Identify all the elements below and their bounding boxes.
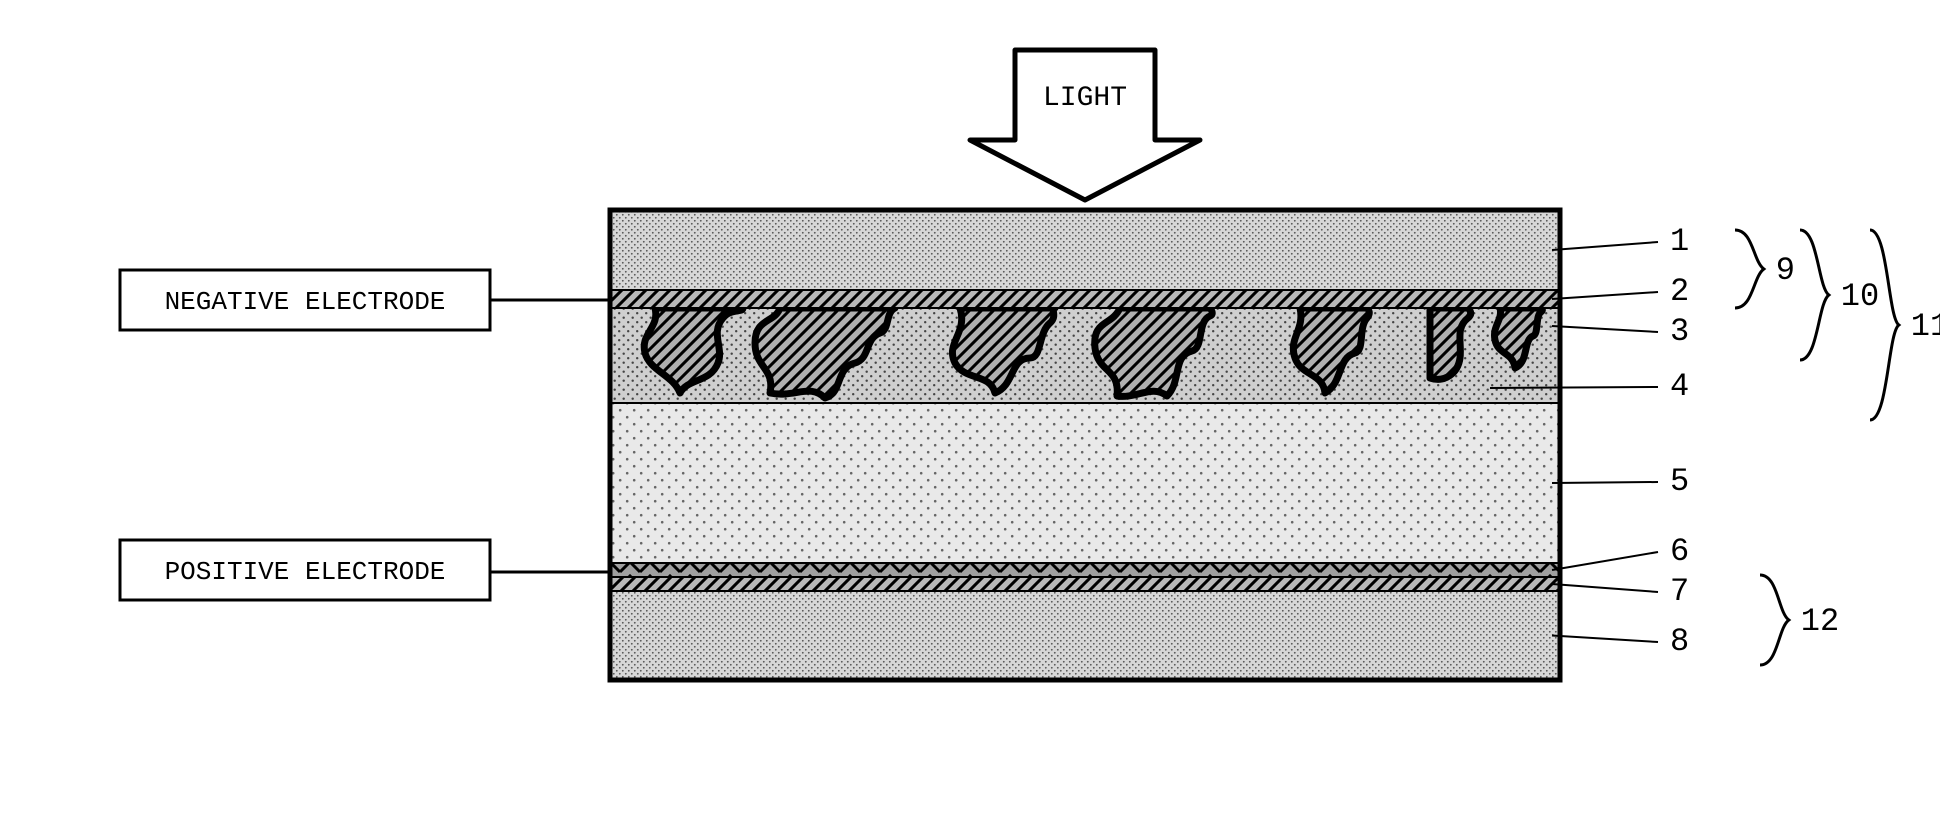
label-1: 1 [1670,223,1689,260]
label-9: 9 [1776,252,1795,289]
label-6: 6 [1670,533,1689,570]
label-11: 11 [1911,308,1940,345]
layer-5 [610,403,1560,563]
negative-electrode-label: NEGATIVE ELECTRODE [165,287,446,317]
leader-2 [1552,292,1658,299]
bracket-11 [1870,230,1899,420]
layer-3 [610,308,1560,403]
label-10: 10 [1841,278,1879,315]
layer-6 [610,563,1560,577]
light-label: LIGHT [1043,83,1127,114]
leader-4 [1490,387,1658,388]
layer-1 [610,210,1560,290]
layer-8 [610,591,1560,680]
layer-7 [610,577,1560,591]
leader-1 [1552,242,1658,250]
label-2: 2 [1670,273,1689,310]
leader-3 [1552,326,1658,332]
label-12: 12 [1801,603,1839,640]
light-arrow [970,50,1200,200]
bracket-12 [1760,575,1789,665]
leader-6 [1552,552,1658,570]
label-3: 3 [1670,313,1689,350]
leader-8 [1552,636,1658,643]
bracket-9 [1735,230,1764,308]
bracket-10 [1800,230,1829,360]
leader-7 [1552,584,1658,592]
positive-electrode-label: POSITIVE ELECTRODE [165,557,446,587]
label-5: 5 [1670,463,1689,500]
label-4: 4 [1670,368,1689,405]
label-8: 8 [1670,623,1689,660]
leader-5 [1552,482,1658,483]
label-7: 7 [1670,573,1689,610]
layer-2-over [610,290,1560,308]
